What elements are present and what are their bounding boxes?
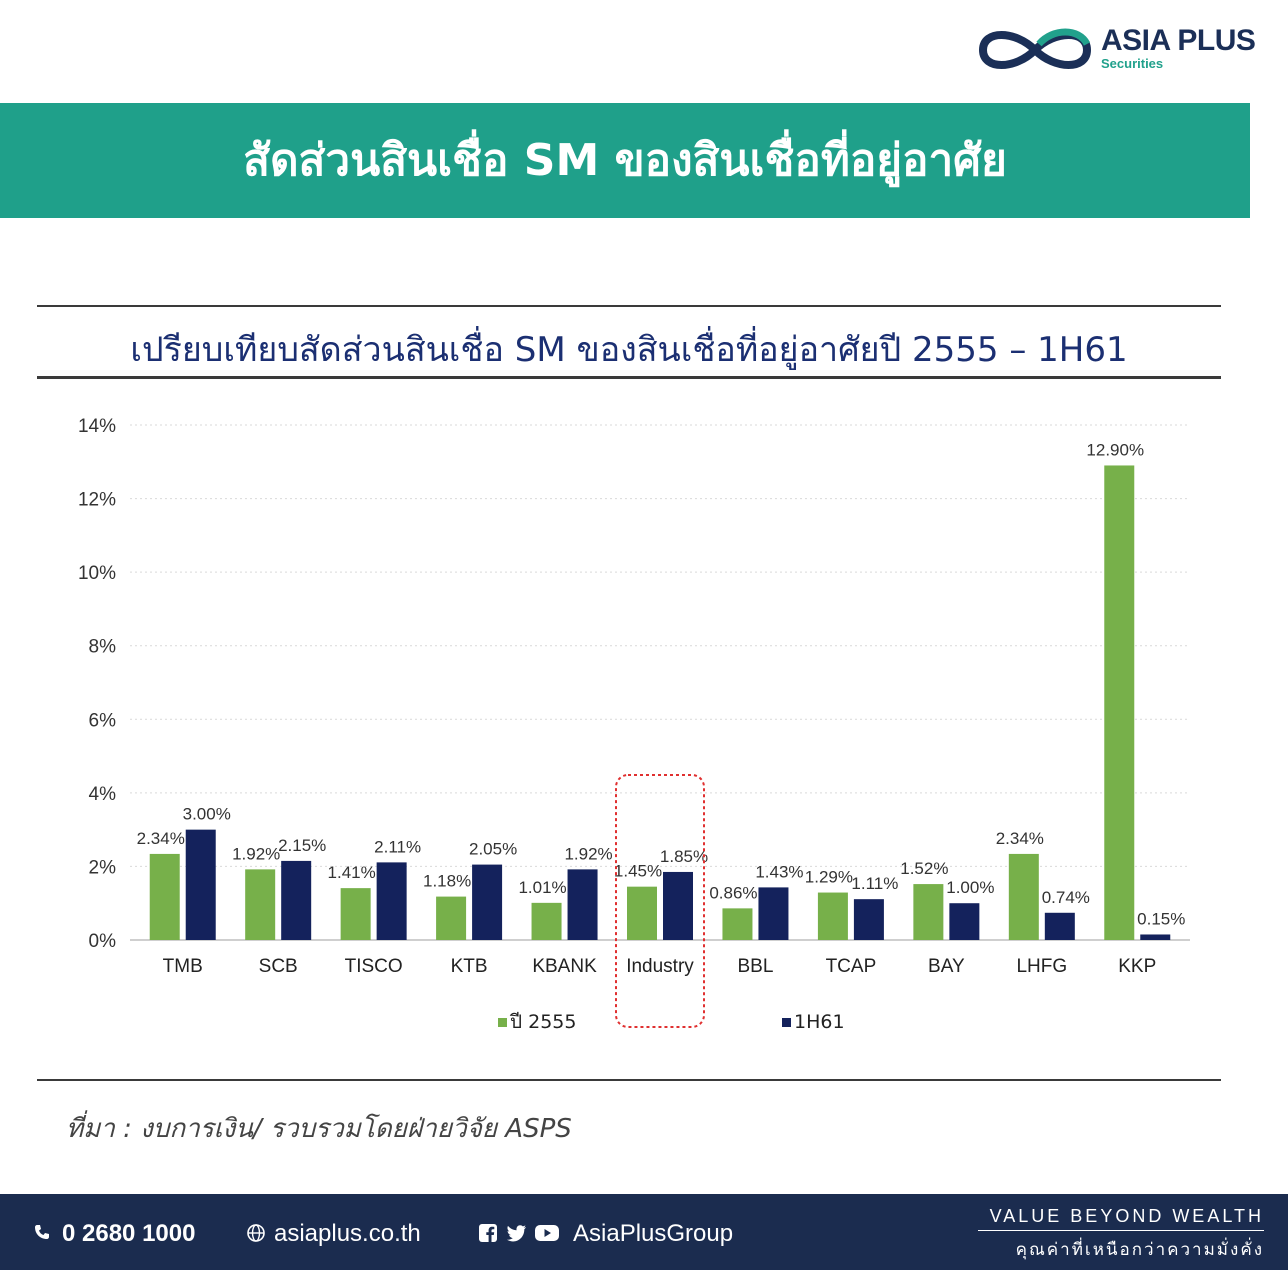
title-banner: สัดส่วนสินเชื่อ SM ของสินเชื่อที่อยู่อาศ…: [0, 103, 1250, 218]
x-tick-label: BAY: [928, 956, 965, 977]
data-label: 2.34%: [137, 829, 185, 848]
data-label: 1.43%: [755, 862, 803, 881]
data-label: 1.41%: [328, 863, 376, 882]
bar-kbank-series-2: [567, 869, 598, 940]
data-label: 0.15%: [1137, 909, 1185, 928]
bar-tmb-series-1: [149, 853, 180, 940]
source-note: ที่มา : งบการเงิน/ รวบรวมโดยฝ่ายวิจัย AS…: [66, 1114, 572, 1144]
y-tick-label: 12%: [78, 490, 116, 511]
y-tick-label: 4%: [89, 784, 117, 805]
data-label: 1.00%: [946, 878, 994, 897]
bar-kkp-series-2: [1140, 934, 1171, 940]
legend-swatch: [498, 1018, 507, 1027]
footer-social[interactable]: AsiaPlusGroup: [573, 1220, 734, 1247]
data-label: 12.90%: [1086, 440, 1144, 459]
bar-kbank-series-1: [531, 902, 562, 940]
data-label: 1.85%: [660, 847, 708, 866]
chart-title: เปรียบเทียบสัดส่วนสินเชื่อ SM ของสินเชื่…: [130, 330, 1128, 370]
data-label: 1.11%: [851, 874, 898, 893]
bar-tisco-series-1: [340, 888, 371, 940]
data-label: 1.29%: [805, 868, 853, 887]
y-tick-label: 8%: [89, 637, 117, 658]
youtube-icon[interactable]: [534, 1223, 560, 1243]
y-tick-label: 10%: [78, 563, 116, 584]
bar-industry-series-2: [663, 871, 693, 940]
globe-icon: [247, 1224, 265, 1242]
y-tick-label: 6%: [89, 710, 117, 731]
x-tick-label: KTB: [451, 956, 488, 977]
bar-tisco-series-2: [376, 862, 407, 940]
x-tick-label: KKP: [1118, 956, 1156, 977]
data-label: 3.00%: [183, 805, 231, 824]
bar-ktb-series-1: [436, 896, 467, 940]
top-rule: [37, 305, 1221, 307]
data-label: 2.34%: [996, 829, 1044, 848]
footer-phone[interactable]: 0 2680 1000: [62, 1220, 196, 1247]
bar-bay-series-2: [949, 903, 980, 940]
twitter-icon[interactable]: [505, 1223, 527, 1243]
data-label: 0.74%: [1042, 888, 1090, 907]
facebook-icon[interactable]: [478, 1223, 498, 1243]
x-tick-label: LHFG: [1016, 956, 1067, 977]
data-label: 1.45%: [614, 862, 662, 881]
bar-tmb-series-2: [185, 829, 216, 940]
bar-bay-series-1: [913, 884, 944, 940]
bar-lhfg-series-2: [1044, 912, 1075, 940]
bar-chart: 0%2%4%6%8%10%12%14%2.34%3.00%TMB1.92%2.1…: [78, 416, 1190, 1033]
bar-scb-series-2: [281, 860, 312, 940]
data-label: 1.52%: [900, 859, 948, 878]
data-label: 0.86%: [709, 883, 757, 902]
data-label: 2.15%: [278, 836, 326, 855]
data-label: 2.05%: [469, 840, 517, 859]
y-tick-label: 2%: [89, 857, 117, 878]
bar-ktb-series-2: [472, 864, 503, 940]
bar-tcap-series-1: [817, 892, 848, 940]
data-label: 2.11%: [374, 837, 421, 856]
title-rule: [37, 376, 1221, 379]
x-tick-label: TMB: [163, 956, 203, 977]
footer-tagline-thai: คุณค่าที่เหนือกว่าความมั่งคั่ง: [1015, 1240, 1264, 1260]
bar-scb-series-1: [245, 869, 276, 940]
bar-lhfg-series-1: [1008, 853, 1039, 940]
x-tick-label: BBL: [737, 956, 773, 977]
footer-bar: 0 2680 1000 asiaplus.co.th AsiaPlusGroup…: [0, 1194, 1288, 1270]
y-tick-label: 0%: [89, 931, 117, 952]
tagline-divider: [978, 1230, 1264, 1231]
brand-logo: ASIA PLUS Securities: [975, 18, 1270, 74]
banner-title: สัดส่วนสินเชื่อ SM ของสินเชื่อที่อยู่อาศ…: [243, 135, 1007, 186]
industry-highlight-box: [615, 774, 705, 1028]
infinity-logo-icon: [978, 28, 1092, 69]
x-tick-label: TISCO: [345, 956, 403, 977]
footer-tagline: VALUE BEYOND WEALTH: [989, 1206, 1264, 1226]
bar-kkp-series-1: [1104, 465, 1135, 940]
bottom-rule: [37, 1079, 1221, 1081]
data-label: 1.18%: [423, 872, 471, 891]
x-tick-label: KBANK: [532, 956, 597, 977]
brand-name: ASIA PLUS: [1101, 24, 1256, 57]
data-label: 1.92%: [564, 844, 612, 863]
bar-industry-series-1: [627, 886, 657, 940]
x-tick-label: SCB: [259, 956, 298, 977]
bar-bbl-series-2: [758, 887, 789, 940]
footer-website[interactable]: asiaplus.co.th: [274, 1220, 421, 1247]
brand-subtitle: Securities: [1101, 56, 1164, 71]
bar-tcap-series-2: [853, 899, 884, 940]
legend-label: ปี 2555: [509, 1011, 576, 1033]
x-tick-label: TCAP: [826, 956, 877, 977]
legend-swatch: [782, 1018, 791, 1027]
y-tick-label: 14%: [78, 416, 116, 437]
data-label: 1.01%: [518, 878, 566, 897]
phone-icon: [35, 1225, 49, 1239]
x-tick-label: Industry: [626, 956, 694, 977]
legend-label: 1H61: [794, 1011, 845, 1033]
bar-bbl-series-1: [722, 908, 753, 940]
data-label: 1.92%: [232, 844, 280, 863]
